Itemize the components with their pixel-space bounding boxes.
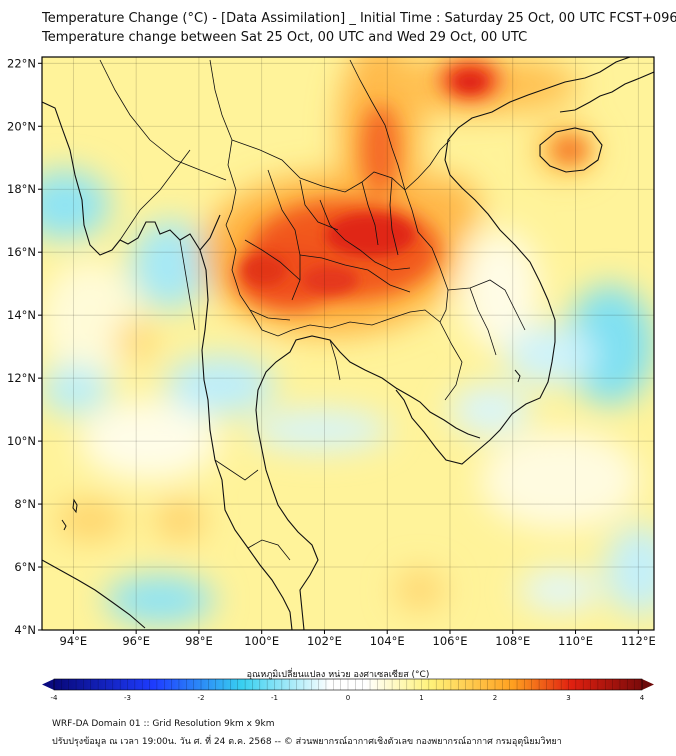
lat-label: 4°N xyxy=(14,623,36,637)
lat-label: 16°N xyxy=(7,245,36,259)
colorbar-tick-label: -3 xyxy=(124,694,131,702)
lat-label: 12°N xyxy=(7,371,36,385)
lon-label: 104°E xyxy=(370,634,405,648)
lat-label: 18°N xyxy=(7,182,36,196)
lon-label: 100°E xyxy=(244,634,279,648)
colorbar-tick-label: -2 xyxy=(198,694,205,702)
longitude-labels: 94°E 96°E 98°E 100°E 102°E 104°E 106°E 108°E 110… xyxy=(60,630,656,648)
colorbar-title: อุณหภูมิเปลี่ยนแปลง หน่วย องศาเซลเซียส (… xyxy=(246,670,430,680)
lat-label: 10°N xyxy=(7,434,36,448)
lon-label: 94°E xyxy=(60,634,88,648)
colorbar-extend-high xyxy=(642,679,654,690)
lat-label: 14°N xyxy=(7,308,36,322)
lon-label: 112°E xyxy=(621,634,656,648)
colorbar-tick-label: 4 xyxy=(640,694,645,702)
model-info: WRF-DA Domain 01 :: Grid Resolution 9km … xyxy=(52,719,275,729)
lon-label: 102°E xyxy=(307,634,342,648)
latitude-labels: 22°N 20°N 18°N 16°N 14°N 12°N 10°N 8°N 6°N 4°N xyxy=(7,56,42,637)
lon-label: 98°E xyxy=(185,634,213,648)
colorbar-tick-label: 0 xyxy=(346,694,350,702)
map-frame xyxy=(41,56,655,631)
lon-label: 106°E xyxy=(433,634,468,648)
colorbar-tick-label: 1 xyxy=(419,694,423,702)
colorbar: -4 -3 -2 -1 0 1 2 3 4 xyxy=(42,678,654,702)
colorbar-tick-label: -4 xyxy=(51,694,59,702)
map-subtitle: Temperature change between Sat 25 Oct, 0… xyxy=(42,30,528,45)
colorbar-tick-label: 3 xyxy=(566,694,570,702)
update-credit: ปรับปรุงข้อมูล ณ เวลา 19:00น. วัน ศ. ที่… xyxy=(52,737,562,747)
lat-label: 20°N xyxy=(7,119,36,133)
colorbar-tick-label: 2 xyxy=(493,694,497,702)
colorbar-bar xyxy=(54,679,642,690)
lat-label: 6°N xyxy=(14,560,36,574)
coastlines-and-borders xyxy=(42,57,654,630)
lon-label: 110°E xyxy=(558,634,593,648)
map-title: Temperature Change (°C) - [Data Assimila… xyxy=(42,11,676,26)
temperature-field xyxy=(42,57,654,630)
lat-label: 8°N xyxy=(14,497,36,511)
colorbar-tick-label: -1 xyxy=(271,694,278,702)
colorbar-extend-low xyxy=(42,679,54,690)
lat-label: 22°N xyxy=(7,56,36,70)
lon-label: 96°E xyxy=(122,634,150,648)
lon-label: 108°E xyxy=(495,634,530,648)
